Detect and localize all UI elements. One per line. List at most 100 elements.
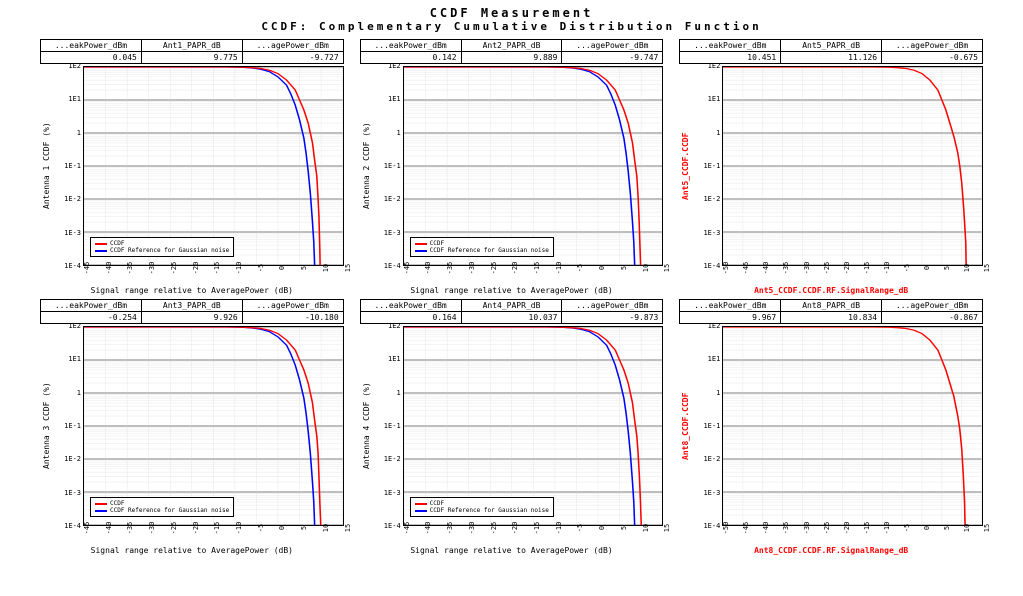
table-value: 9.967 — [680, 312, 781, 324]
plot-inner: 1E21E111E-11E-21E-31E-4CCDFCCDF Referenc… — [373, 326, 664, 526]
table-value: -10.180 — [242, 312, 343, 324]
legend-swatch — [95, 243, 107, 245]
plot-area: Antenna 1 CCDF (%)1E21E111E-11E-21E-31E-… — [40, 66, 344, 266]
xtick: -15 — [533, 522, 541, 535]
plot-area: Antenna 3 CCDF (%)1E21E111E-11E-21E-31E-… — [40, 326, 344, 526]
data-table: ...eakPower_dBmAnt2_PAPR_dB...agePower_d… — [360, 39, 664, 64]
table-header: ...eakPower_dBm — [41, 40, 142, 52]
legend: CCDFCCDF Reference for Gaussian noise — [410, 497, 554, 517]
ytick: 1 — [77, 389, 81, 397]
xtick: -20 — [192, 262, 200, 275]
plot-box — [722, 326, 983, 526]
xtick: -35 — [446, 522, 454, 535]
xtick-container: -45-40-35-30-25-20-15-10-5051015 — [403, 526, 664, 544]
xtick: -40 — [105, 262, 113, 275]
xtick: 10 — [963, 524, 971, 532]
xtick: -5 — [903, 524, 911, 532]
ytick: 1E-3 — [703, 229, 720, 237]
ytick: 1 — [77, 129, 81, 137]
xtick: -5 — [257, 524, 265, 532]
legend-label: CCDF — [430, 500, 444, 507]
table-header: ...eakPower_dBm — [360, 40, 461, 52]
y-axis-label: Antenna 1 CCDF (%) — [40, 66, 53, 266]
chart-panel-2: ...eakPower_dBmAnt5_PAPR_dB...agePower_d… — [679, 39, 983, 295]
legend-label: CCDF Reference for Gaussian noise — [110, 247, 229, 254]
plot-inner: 1E21E111E-11E-21E-31E-4-50-45-40-35-30-2… — [692, 326, 983, 526]
xtick: -40 — [105, 522, 113, 535]
ytick: 1E-2 — [64, 195, 81, 203]
xtick: 15 — [983, 264, 991, 272]
legend-swatch — [95, 503, 107, 505]
xtick: -40 — [424, 262, 432, 275]
legend-swatch — [415, 250, 427, 252]
plot-inner: 1E21E111E-11E-21E-31E-4CCDFCCDF Referenc… — [53, 326, 344, 526]
xtick: -30 — [803, 262, 811, 275]
plot-area: Antenna 2 CCDF (%)1E21E111E-11E-21E-31E-… — [360, 66, 664, 266]
xtick: -45 — [403, 522, 411, 535]
xtick: -20 — [511, 522, 519, 535]
ytick: 1E-4 — [384, 522, 401, 530]
legend-label: CCDF Reference for Gaussian noise — [110, 507, 229, 514]
ytick: 1E-2 — [703, 455, 720, 463]
xtick: -10 — [235, 262, 243, 275]
chart-panel-5: ...eakPower_dBmAnt8_PAPR_dB...agePower_d… — [679, 299, 983, 555]
ytick: 1E2 — [388, 62, 401, 70]
ytick: 1E1 — [388, 95, 401, 103]
table-header: ...agePower_dBm — [882, 40, 983, 52]
ytick-container: 1E21E111E-11E-21E-31E-4 — [692, 66, 722, 266]
chart-panel-3: ...eakPower_dBmAnt3_PAPR_dB...agePower_d… — [40, 299, 344, 555]
table-header: Ant4_PAPR_dB — [461, 300, 562, 312]
xtick: -35 — [782, 522, 790, 535]
xtick: -40 — [424, 522, 432, 535]
ytick: 1E-2 — [64, 455, 81, 463]
ytick: 1E-3 — [384, 229, 401, 237]
x-axis-label: Signal range relative to AveragePower (d… — [360, 286, 664, 295]
ytick: 1E-2 — [384, 455, 401, 463]
plot-inner: 1E21E111E-11E-21E-31E-4CCDFCCDF Referenc… — [53, 66, 344, 266]
plot-area: Ant8_CCDF.CCDF1E21E111E-11E-21E-31E-4-50… — [679, 326, 983, 526]
ytick-container: 1E21E111E-11E-21E-31E-4 — [373, 326, 403, 526]
xtick: 10 — [642, 524, 650, 532]
ytick: 1E2 — [388, 322, 401, 330]
xtick: 15 — [983, 524, 991, 532]
ytick: 1E-4 — [64, 262, 81, 270]
xtick: 5 — [300, 526, 308, 530]
plot-box — [722, 66, 983, 266]
ytick: 1E-4 — [384, 262, 401, 270]
xtick: 10 — [963, 264, 971, 272]
table-value: -9.747 — [562, 52, 663, 64]
plot-box: CCDFCCDF Reference for Gaussian noise — [403, 66, 664, 266]
table-value: -0.867 — [882, 312, 983, 324]
xtick: 5 — [620, 266, 628, 270]
table-header: ...eakPower_dBm — [41, 300, 142, 312]
y-axis-label: Ant8_CCDF.CCDF — [679, 326, 692, 526]
ytick: 1E-1 — [64, 422, 81, 430]
ytick: 1E1 — [68, 355, 81, 363]
xtick: -5 — [576, 264, 584, 272]
legend: CCDFCCDF Reference for Gaussian noise — [90, 237, 234, 257]
xtick: 10 — [322, 264, 330, 272]
xtick: -50 — [722, 262, 730, 275]
table-header: ...agePower_dBm — [242, 300, 343, 312]
table-header: ...agePower_dBm — [562, 40, 663, 52]
xtick: 5 — [943, 526, 951, 530]
legend-item: CCDF — [95, 240, 229, 247]
table-value: 0.045 — [41, 52, 142, 64]
chart-panel-4: ...eakPower_dBmAnt4_PAPR_dB...agePower_d… — [360, 299, 664, 555]
legend: CCDFCCDF Reference for Gaussian noise — [90, 497, 234, 517]
xtick: -15 — [863, 262, 871, 275]
xtick: -10 — [555, 522, 563, 535]
xtick: -15 — [533, 262, 541, 275]
ytick: 1 — [396, 389, 400, 397]
plot-box: CCDFCCDF Reference for Gaussian noise — [83, 66, 344, 266]
xtick: -15 — [213, 262, 221, 275]
table-value: 11.126 — [781, 52, 882, 64]
table-header: Ant3_PAPR_dB — [141, 300, 242, 312]
xtick: -5 — [257, 264, 265, 272]
xtick: 15 — [344, 264, 352, 272]
xtick: -30 — [148, 522, 156, 535]
legend-swatch — [415, 510, 427, 512]
x-axis-label: Ant5_CCDF.CCDF.RF.SignalRange_dB — [679, 286, 983, 295]
table-header: ...eakPower_dBm — [680, 300, 781, 312]
xtick-container: -50-45-40-35-30-25-20-15-10-5051015 — [722, 526, 983, 544]
